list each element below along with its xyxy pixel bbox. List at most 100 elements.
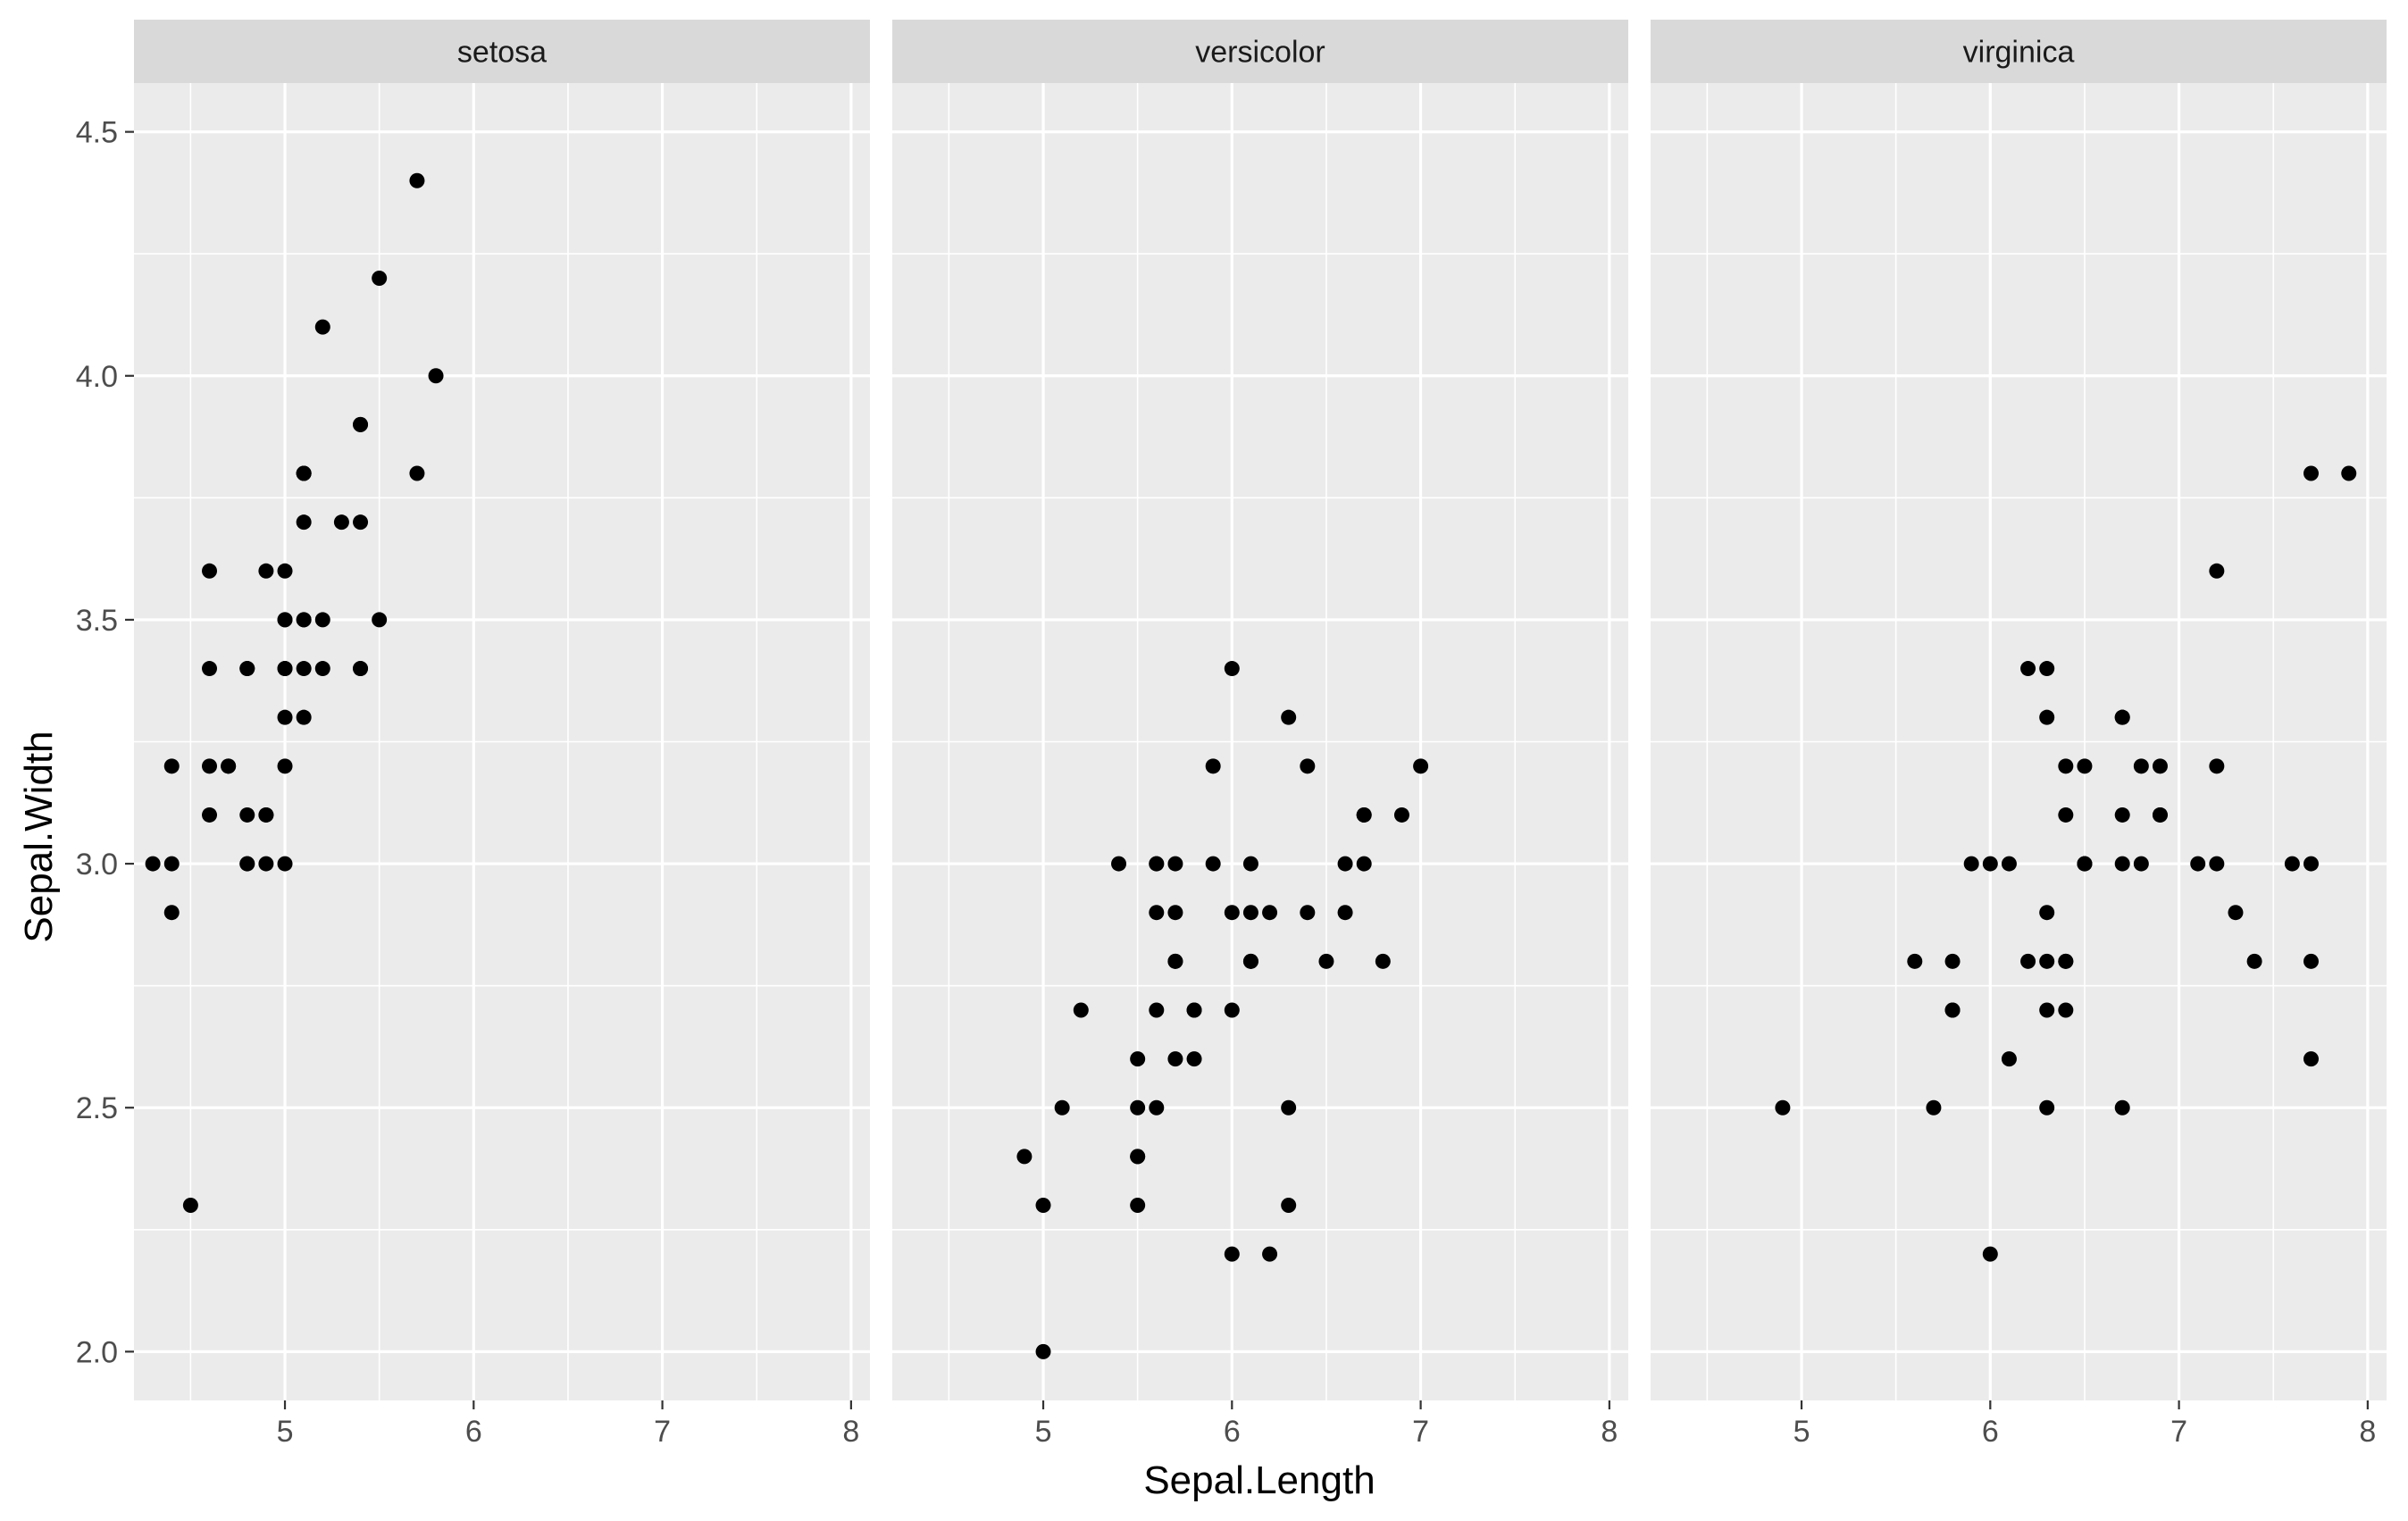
data-point xyxy=(2020,953,2036,969)
data-point xyxy=(1944,1002,1961,1018)
data-point xyxy=(2341,465,2357,481)
x-tick-label: 7 xyxy=(1412,1415,1429,1449)
data-point xyxy=(163,856,180,872)
data-point xyxy=(1944,953,1961,969)
y-tick-label: 2.5 xyxy=(76,1091,118,1125)
data-point xyxy=(163,905,180,921)
data-point xyxy=(1149,856,1165,872)
data-point xyxy=(2058,806,2074,823)
data-point xyxy=(2114,709,2130,725)
x-tick-label: 8 xyxy=(1601,1415,1618,1449)
x-axis-setosa: 5 6 7 8 xyxy=(277,1400,859,1449)
facet-strip-versicolor xyxy=(892,20,1628,83)
data-point xyxy=(314,319,330,335)
data-point xyxy=(1907,953,1923,969)
data-point xyxy=(2114,1099,2130,1116)
data-point xyxy=(1149,1002,1165,1018)
data-point xyxy=(202,661,218,677)
data-point xyxy=(1016,1149,1033,1165)
data-point xyxy=(2133,758,2149,774)
data-point xyxy=(314,661,330,677)
x-tick-label: 5 xyxy=(1035,1415,1052,1449)
data-point xyxy=(353,514,369,531)
facet-strip-label: versicolor xyxy=(1195,36,1325,70)
data-point xyxy=(296,709,312,725)
data-point xyxy=(2303,953,2319,969)
data-point xyxy=(1337,905,1353,921)
data-point xyxy=(1186,1051,1202,1067)
data-point xyxy=(372,612,388,628)
data-point xyxy=(1035,1343,1051,1359)
data-point xyxy=(2039,661,2055,677)
x-axis-virginica: 5 6 7 8 xyxy=(1793,1400,2376,1449)
data-point xyxy=(1167,856,1183,872)
data-point xyxy=(202,806,218,823)
grid-lines xyxy=(1651,83,2387,1400)
grid-lines xyxy=(134,83,870,1400)
data-point xyxy=(1130,1051,1146,1067)
data-point xyxy=(1224,905,1240,921)
y-tick-label: 4.0 xyxy=(76,360,118,394)
facet-strip-setosa xyxy=(134,20,870,83)
data-point xyxy=(258,806,274,823)
data-point xyxy=(2284,856,2300,872)
data-point xyxy=(2114,806,2130,823)
data-point xyxy=(239,856,255,872)
data-point xyxy=(2209,856,2225,872)
data-point xyxy=(314,612,330,628)
data-point xyxy=(2039,953,2055,969)
data-points xyxy=(1016,661,1429,1359)
data-point xyxy=(1318,953,1334,969)
data-point xyxy=(2152,806,2168,823)
data-point xyxy=(1337,856,1353,872)
data-point xyxy=(1375,953,1391,969)
data-point xyxy=(2152,758,2168,774)
x-tick-label: 6 xyxy=(1982,1415,1999,1449)
data-point xyxy=(2058,1002,2074,1018)
data-point xyxy=(1167,905,1183,921)
data-point xyxy=(1035,1197,1051,1213)
data-point xyxy=(2303,1051,2319,1067)
facet-panel-versicolor: versicolor 5 6 7 8 xyxy=(892,20,1628,1449)
data-point xyxy=(409,465,425,481)
data-point xyxy=(2190,856,2206,872)
x-axis-versicolor: 5 6 7 8 xyxy=(1035,1400,1618,1449)
data-point xyxy=(1242,905,1258,921)
x-tick-label: 7 xyxy=(654,1415,671,1449)
data-point xyxy=(1356,856,1372,872)
data-point xyxy=(1926,1099,1942,1116)
data-point xyxy=(1167,953,1183,969)
data-point xyxy=(1963,856,1979,872)
data-point xyxy=(2020,661,2036,677)
data-point xyxy=(1281,1099,1297,1116)
data-point xyxy=(1149,905,1165,921)
x-tick-label: 6 xyxy=(1224,1415,1241,1449)
data-point xyxy=(333,514,349,531)
facet-panel-virginica: virginica 5 6 7 8 xyxy=(1651,20,2387,1449)
data-point xyxy=(277,856,293,872)
data-point xyxy=(1300,905,1316,921)
data-point xyxy=(353,416,369,432)
data-point xyxy=(1300,758,1316,774)
data-point xyxy=(296,465,312,481)
data-point xyxy=(1054,1099,1070,1116)
data-point xyxy=(258,856,274,872)
data-point xyxy=(1393,806,1409,823)
data-point xyxy=(1281,709,1297,725)
data-point xyxy=(1281,1197,1297,1213)
data-point xyxy=(2058,953,2074,969)
y-tick-label: 3.0 xyxy=(76,848,118,882)
data-point xyxy=(2001,1051,2017,1067)
data-point xyxy=(428,368,444,384)
data-point xyxy=(1205,856,1221,872)
data-point xyxy=(1224,1246,1240,1262)
data-point xyxy=(277,661,293,677)
data-point xyxy=(1167,1051,1183,1067)
data-point xyxy=(1111,856,1127,872)
data-point xyxy=(1262,905,1278,921)
data-point xyxy=(1982,856,1998,872)
data-point xyxy=(1242,953,1258,969)
data-point xyxy=(1130,1149,1146,1165)
facet-strip-virginica xyxy=(1651,20,2387,83)
